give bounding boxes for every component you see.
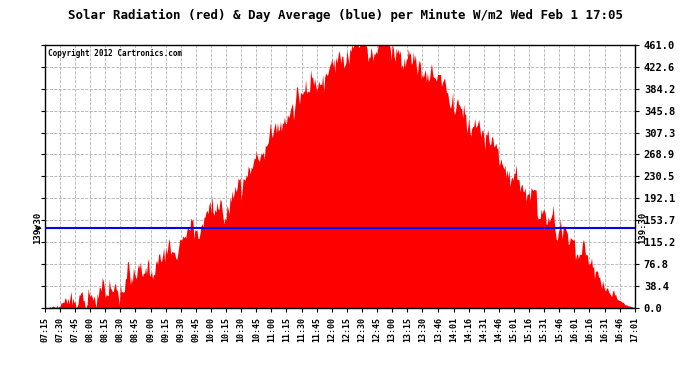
Text: Solar Radiation (red) & Day Average (blue) per Minute W/m2 Wed Feb 1 17:05: Solar Radiation (red) & Day Average (blu… [68,9,622,22]
Text: Copyright 2012 Cartronics.com: Copyright 2012 Cartronics.com [48,49,182,58]
Text: 139:30: 139:30 [33,212,42,244]
Text: 139:30: 139:30 [638,212,647,244]
